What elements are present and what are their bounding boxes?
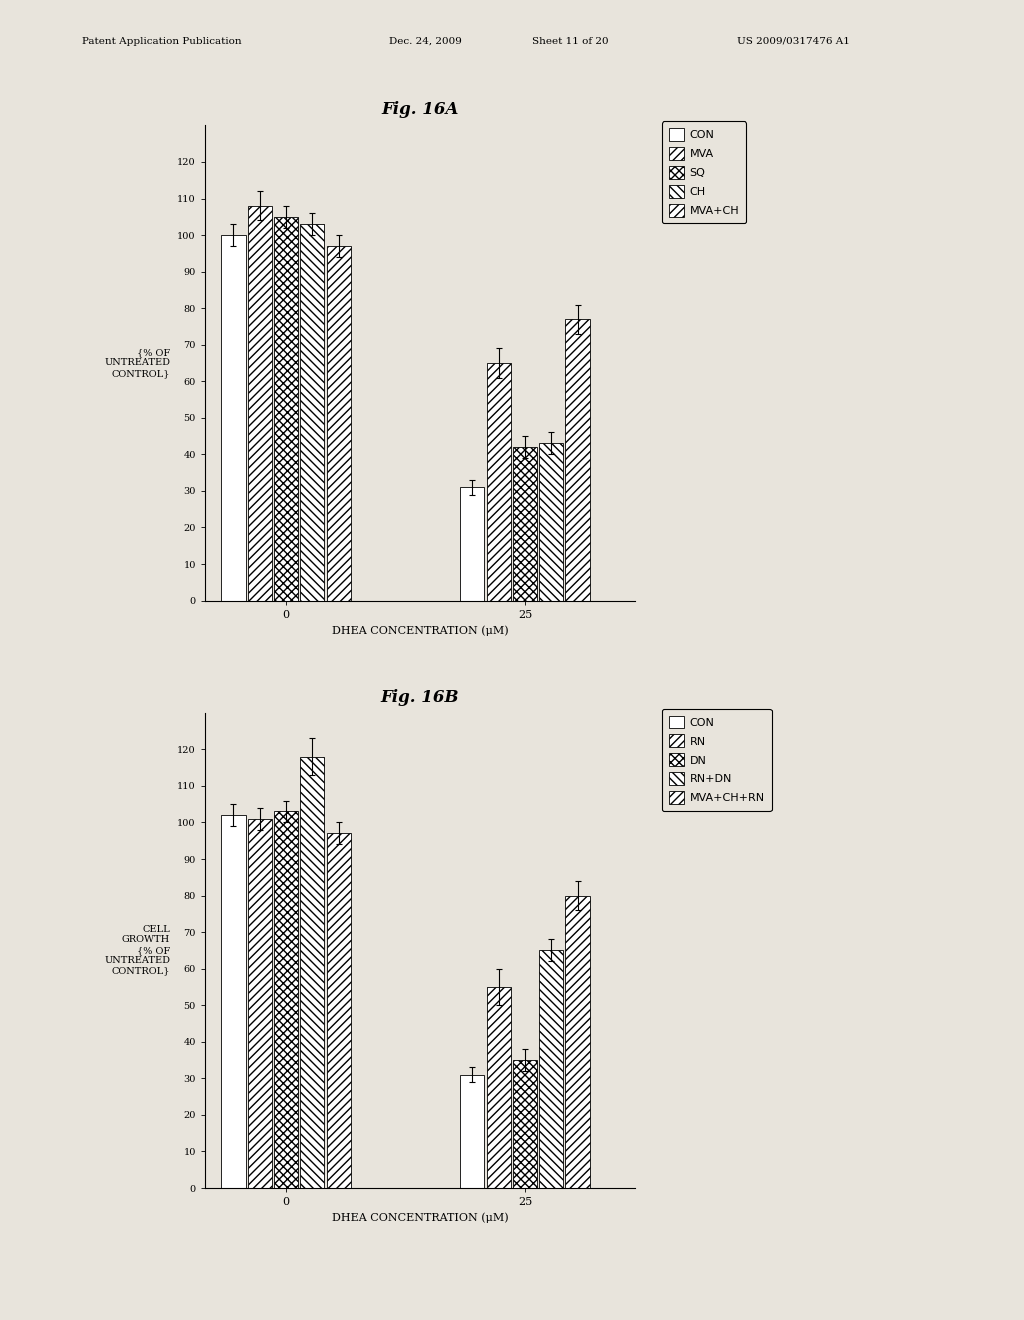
X-axis label: DHEA CONCENTRATION (μM): DHEA CONCENTRATION (μM) — [332, 1213, 508, 1224]
Bar — [540, 444, 563, 601]
Legend: CON, MVA, SQ, CH, MVA+CH: CON, MVA, SQ, CH, MVA+CH — [662, 121, 746, 223]
Bar — [327, 833, 350, 1188]
Bar — [461, 487, 484, 601]
Y-axis label: {% OF
UNTREATED
CONTROL}: {% OF UNTREATED CONTROL} — [104, 348, 170, 378]
Bar — [565, 895, 590, 1188]
X-axis label: DHEA CONCENTRATION (μM): DHEA CONCENTRATION (μM) — [332, 626, 508, 636]
Title: Fig. 16B: Fig. 16B — [381, 689, 459, 706]
Y-axis label: CELL
GROWTH
{% OF
UNTREATED
CONTROL}: CELL GROWTH {% OF UNTREATED CONTROL} — [104, 925, 170, 975]
Title: Fig. 16A: Fig. 16A — [381, 102, 459, 119]
Text: Sheet 11 of 20: Sheet 11 of 20 — [532, 37, 609, 46]
Bar — [513, 447, 537, 601]
Bar — [248, 206, 271, 601]
Bar — [221, 235, 246, 601]
Bar — [300, 224, 325, 601]
Bar — [221, 816, 246, 1188]
Bar — [248, 818, 271, 1188]
Bar — [274, 812, 298, 1188]
Bar — [486, 363, 511, 601]
Text: Dec. 24, 2009: Dec. 24, 2009 — [389, 37, 462, 46]
Bar — [300, 756, 325, 1188]
Bar — [461, 1074, 484, 1188]
Text: Patent Application Publication: Patent Application Publication — [82, 37, 242, 46]
Bar — [486, 987, 511, 1188]
Bar — [274, 216, 298, 601]
Text: US 2009/0317476 A1: US 2009/0317476 A1 — [737, 37, 850, 46]
Bar — [513, 1060, 537, 1188]
Bar — [540, 950, 563, 1188]
Bar — [327, 246, 350, 601]
Legend: CON, RN, DN, RN+DN, MVA+CH+RN: CON, RN, DN, RN+DN, MVA+CH+RN — [662, 709, 771, 810]
Bar — [565, 319, 590, 601]
